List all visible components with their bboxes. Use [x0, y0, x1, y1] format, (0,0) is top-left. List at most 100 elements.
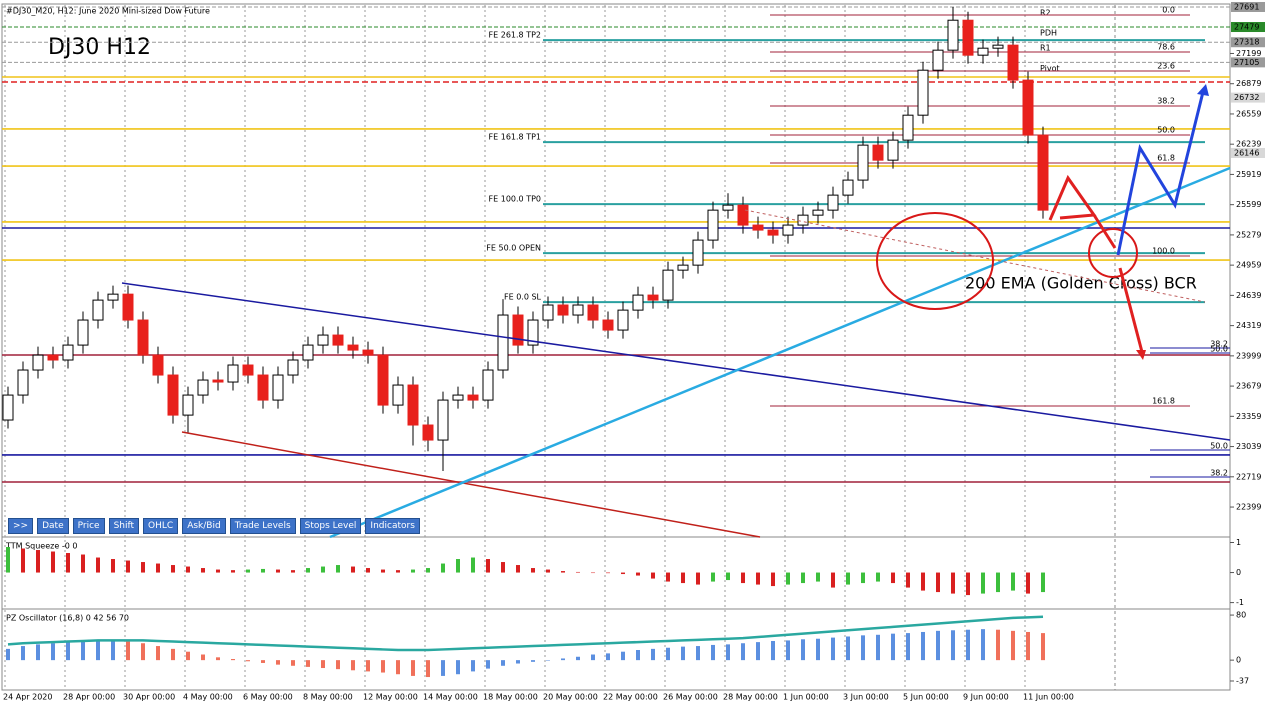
- histogram-bar: [876, 634, 880, 661]
- histogram-bar: [651, 648, 655, 661]
- y-tick-label: -37: [1236, 676, 1249, 685]
- histogram-bar: [471, 557, 475, 573]
- candle-body: [242, 364, 254, 376]
- histogram-bar: [306, 660, 310, 667]
- histogram-bar: [846, 636, 850, 661]
- toolbar-button[interactable]: Shift: [108, 518, 140, 534]
- price-box: [1231, 37, 1265, 48]
- toolbar-button[interactable]: Date: [37, 518, 69, 534]
- toolbar-button[interactable]: >>: [8, 518, 34, 534]
- candle-body: [812, 209, 824, 216]
- candle-body: [587, 304, 599, 321]
- histogram-bar: [51, 643, 55, 661]
- histogram-bar: [126, 641, 130, 661]
- price-box: [1231, 92, 1265, 103]
- toolbar-button[interactable]: Trade Levels: [229, 518, 296, 534]
- candle-body: [347, 344, 359, 351]
- histogram-bar: [576, 571, 580, 573]
- histogram-bar: [786, 640, 790, 661]
- histogram-bar: [951, 630, 955, 661]
- candle-body: [2, 394, 14, 421]
- projection-arrow: [1118, 267, 1144, 353]
- histogram-bar: [111, 640, 115, 661]
- histogram-bar: [576, 656, 580, 661]
- histogram-bar: [321, 660, 325, 669]
- y-tick-label: 24319: [1236, 321, 1261, 330]
- histogram-bar: [306, 568, 310, 573]
- histogram-bar: [981, 572, 985, 594]
- pivot-label: Pivot: [1040, 64, 1060, 73]
- histogram-bar: [291, 570, 295, 573]
- candle-body: [527, 319, 539, 346]
- highlight-circle: [1088, 228, 1138, 278]
- x-tick-label: 28 May 00:00: [723, 693, 778, 702]
- arrow-head: [1136, 350, 1146, 360]
- candle-body: [902, 114, 914, 141]
- toolbar-button[interactable]: Stops Level: [299, 518, 362, 534]
- y-tick-label: 27199: [1236, 49, 1261, 58]
- candle-body: [77, 319, 89, 346]
- histogram-bar: [1041, 572, 1045, 593]
- toolbar-button[interactable]: Indicators: [365, 518, 420, 534]
- histogram-bar: [231, 659, 235, 661]
- x-tick-label: 14 May 00:00: [423, 693, 478, 702]
- candle-body: [542, 304, 554, 321]
- panel-title: TTM Squeeze -0 0: [5, 542, 77, 551]
- candle-body: [497, 314, 509, 371]
- histogram-bar: [441, 563, 445, 573]
- histogram-bar: [801, 572, 805, 584]
- candle-body: [62, 344, 74, 361]
- y-tick-label: -1: [1236, 598, 1244, 607]
- candle-body: [737, 204, 749, 226]
- fib-extension-label: FE 50.0 OPEN: [486, 244, 541, 253]
- histogram-bar: [381, 660, 385, 673]
- histogram-bar: [981, 629, 985, 661]
- histogram-bar: [591, 654, 595, 661]
- candle-body: [512, 314, 524, 346]
- fib-retracement-label: 61.8: [1157, 153, 1175, 162]
- histogram-bar: [366, 660, 370, 672]
- histogram-bar: [1011, 572, 1015, 591]
- histogram-bar: [456, 660, 460, 675]
- histogram-bar: [96, 640, 100, 661]
- histogram-bar: [351, 566, 355, 573]
- pivot-label: R2: [1040, 8, 1051, 17]
- annotation: 200 EMA (Golden Cross) BCR: [965, 274, 1197, 293]
- y-tick-label: 26879: [1236, 79, 1261, 88]
- fib-retracement-label: 161.8: [1152, 397, 1175, 406]
- y-tick-label: 80: [1236, 611, 1246, 620]
- trend-line: [744, 209, 1206, 303]
- histogram-bar: [636, 650, 640, 661]
- candle-body: [707, 209, 719, 241]
- histogram-bar: [501, 562, 505, 573]
- histogram-bar: [261, 568, 265, 573]
- histogram-bar: [561, 571, 565, 573]
- fib-retracement-label: 38.2: [1210, 340, 1228, 349]
- histogram-bar: [426, 660, 430, 678]
- y-tick-label: 24639: [1236, 291, 1261, 300]
- histogram-bar: [96, 557, 100, 573]
- x-tick-label: 22 May 00:00: [603, 693, 658, 702]
- candle-body: [197, 379, 209, 396]
- histogram-bar: [891, 633, 895, 661]
- toolbar-button[interactable]: Price: [72, 518, 105, 534]
- histogram-bar: [651, 572, 655, 579]
- fib-retracement-label: 100.0: [1152, 246, 1175, 255]
- projection-arrow: [1092, 214, 1117, 249]
- histogram-bar: [381, 569, 385, 573]
- price-box-label: 27105: [1234, 58, 1259, 67]
- histogram-bar: [6, 547, 10, 573]
- histogram-bar: [546, 569, 550, 573]
- y-tick-label: 24959: [1236, 261, 1261, 270]
- histogram-bar: [876, 572, 880, 582]
- y-tick-label: 22399: [1236, 503, 1261, 512]
- histogram-bar: [711, 572, 715, 582]
- x-tick-label: 20 May 00:00: [543, 693, 598, 702]
- histogram-bar: [681, 572, 685, 584]
- highlight-circle: [876, 212, 994, 310]
- toolbar-button[interactable]: Ask/Bid: [182, 518, 226, 534]
- fib-retracement-label: 38.2: [1157, 97, 1175, 106]
- candle-body: [107, 293, 119, 301]
- toolbar-button[interactable]: OHLC: [143, 518, 179, 534]
